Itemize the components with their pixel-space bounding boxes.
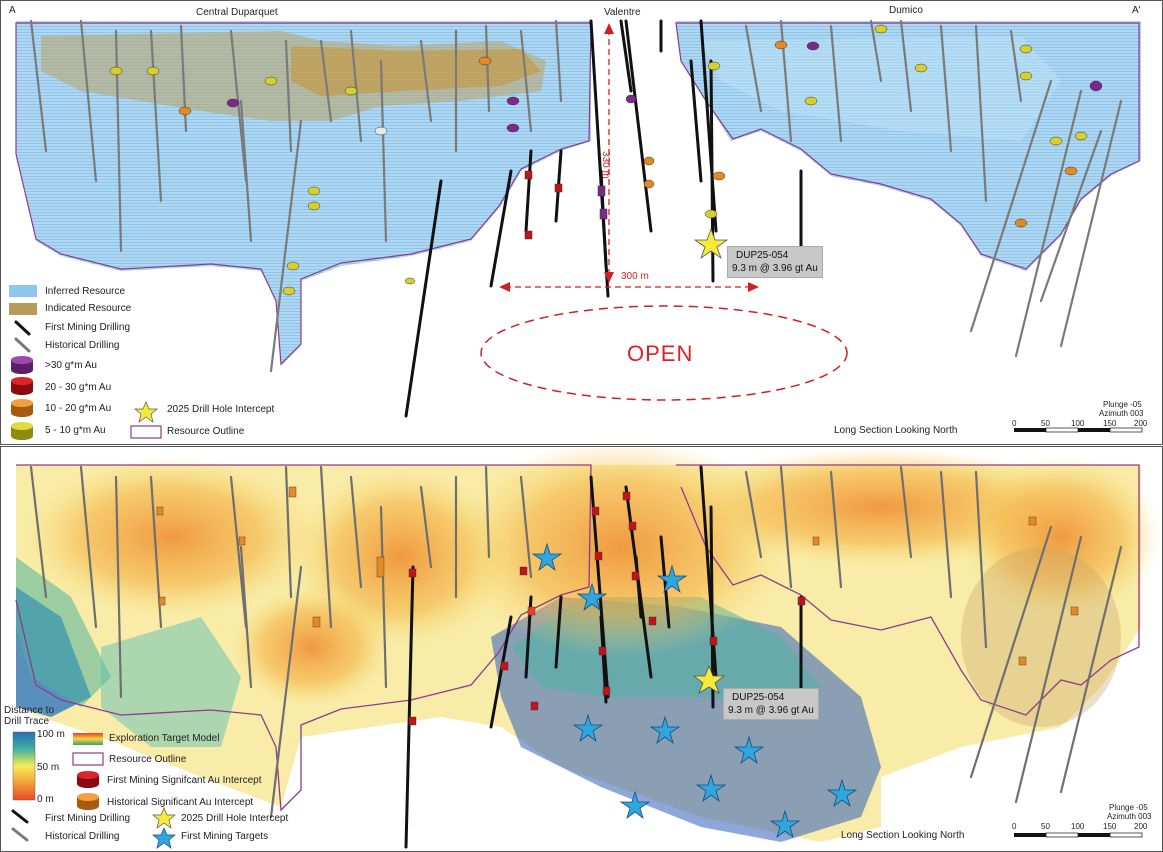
zone-label-valentre: Valentre: [604, 7, 641, 18]
section-view-label: Long Section Looking North: [841, 830, 965, 841]
first-mining-drill-traces: [404, 465, 803, 849]
legend-label-10-20: 10 - 20 g*m Au: [45, 403, 112, 414]
colorbar-tick-0: 0 m: [37, 794, 54, 805]
orange-cylinder-icon: [11, 399, 33, 417]
open-label: OPEN: [627, 341, 694, 366]
scale-tick-0: 0: [1012, 822, 1017, 831]
scale-bar: [1014, 832, 1143, 838]
azimuth-label: Azimuth 003: [1107, 812, 1152, 821]
plunge-label: Plunge -05: [1103, 400, 1142, 409]
yellow-cylinder-icon: [11, 422, 33, 440]
blue-star-icon: [152, 827, 176, 849]
scale-tick-50: 50: [1041, 822, 1050, 831]
scale-tick-100: 100: [1071, 822, 1085, 831]
indicated-swatch: [9, 303, 37, 315]
outline-swatch: [72, 752, 104, 766]
zone-label-dumico: Dumico: [889, 5, 923, 16]
open-area-ellipse: [480, 305, 848, 401]
purple-cylinder-icon: [11, 356, 33, 374]
distance-colorbar: [12, 731, 36, 801]
scale-bar: [1014, 427, 1143, 433]
legend-label-historical-drilling: Historical Drilling: [45, 340, 120, 351]
first-mining-drill-traces: [404, 19, 803, 418]
drill-intercept-callout: DUP25-054 9.3 m @ 3.96 gt Au: [727, 246, 823, 278]
section-view-label: Long Section Looking North: [834, 425, 958, 436]
resource-long-section-panel: A A' Central Duparquet Valentre Dumico 3…: [0, 0, 1163, 445]
legend-label-inferred: Inferred Resource: [45, 286, 126, 297]
orange-cylinder-icon: [77, 793, 99, 810]
inferred-swatch: [9, 285, 37, 297]
callout-intercept: 9.3 m @ 3.96 gt Au: [728, 705, 814, 716]
yellow-star-icon: [693, 227, 729, 260]
legend-label-first-mining-targets: First Mining Targets: [181, 831, 269, 842]
black-drill-icon: [14, 320, 31, 336]
scale-tick-0: 0: [1012, 419, 1017, 428]
section-corner-left: A: [9, 5, 16, 16]
scale-tick-50: 50: [1041, 419, 1050, 428]
yellow-star-icon: [692, 664, 726, 694]
blue-star-icon: [531, 542, 858, 839]
resource-outline: [15, 464, 592, 812]
exploration-target-drawing: [11, 447, 1161, 849]
plunge-label: Plunge -05: [1109, 803, 1148, 812]
vertical-dimension-label: 330 m: [600, 151, 611, 179]
black-drill-icon: [11, 809, 29, 824]
legend-label-exploration-model: Exploration Target Model: [109, 733, 220, 744]
legend-label-historical-drilling: Historical Drilling: [45, 831, 120, 842]
gradient-swatch: [73, 733, 103, 745]
grade-intercept-markers: [109, 24, 1103, 296]
legend-label-2025-intercept: 2025 Drill Hole Intercept: [181, 813, 289, 824]
legend-label-over-30: >30 g*m Au: [45, 360, 97, 371]
azimuth-label: Azimuth 003: [1099, 409, 1144, 418]
yellow-star-icon: [152, 807, 176, 829]
section-corner-right: A': [1132, 5, 1141, 16]
exploration-target-panel: DUP25-054 9.3 m @ 3.96 gt Au Distance to…: [0, 446, 1163, 852]
zone-label-central-duparquet: Central Duparquet: [196, 7, 278, 18]
outline-swatch: [130, 425, 162, 439]
legend-label-first-mining-drilling: First Mining Drilling: [45, 322, 131, 333]
legend-label-20-30: 20 - 30 g*m Au: [45, 382, 112, 393]
legend-label-resource-outline: Resource Outline: [167, 426, 245, 437]
drill-intercept-callout: DUP25-054 9.3 m @ 3.96 gt Au: [723, 688, 819, 720]
intercept-markers: [156, 486, 1079, 726]
legend-label-2025-intercept: 2025 Drill Hole Intercept: [167, 404, 275, 415]
red-cylinder-icon: [77, 771, 99, 788]
scale-tick-100: 100: [1071, 419, 1085, 428]
resource-section-drawing: [9, 19, 1143, 440]
callout-hole-id: DUP25-054: [736, 250, 789, 261]
scale-tick-200: 200: [1134, 822, 1148, 831]
yellow-star-icon: [134, 401, 158, 423]
callout-intercept: 9.3 m @ 3.96 gt Au: [732, 263, 818, 274]
scale-tick-150: 150: [1103, 822, 1117, 831]
colorbar-title: Distance to Drill Trace: [4, 705, 55, 727]
legend-label-5-10: 5 - 10 g*m Au: [45, 425, 106, 436]
scale-tick-200: 200: [1134, 419, 1148, 428]
horizontal-dimension-label: 300 m: [621, 271, 649, 282]
red-cylinder-icon: [11, 377, 33, 395]
grey-drill-icon: [14, 337, 31, 353]
grey-drill-icon: [11, 827, 29, 842]
historical-drill-traces: [29, 19, 1123, 373]
legend-label-indicated: Indicated Resource: [45, 303, 132, 314]
legend-label-historical-intercept: Historical Significant Au Intercept: [107, 797, 254, 808]
colorbar-tick-50: 50 m: [37, 762, 60, 773]
colorbar-tick-100: 100 m: [37, 729, 65, 740]
scale-tick-150: 150: [1103, 419, 1117, 428]
legend-label-first-mining-drilling: First Mining Drilling: [45, 813, 131, 824]
legend-label-resource-outline: Resource Outline: [109, 754, 187, 765]
resource-outline-east: [675, 22, 1140, 270]
legend-label-first-mining-intercept: First Mining Signifcant Au Intercept: [107, 775, 262, 786]
callout-hole-id: DUP25-054: [732, 692, 785, 703]
resource-outline-west: [15, 22, 592, 366]
